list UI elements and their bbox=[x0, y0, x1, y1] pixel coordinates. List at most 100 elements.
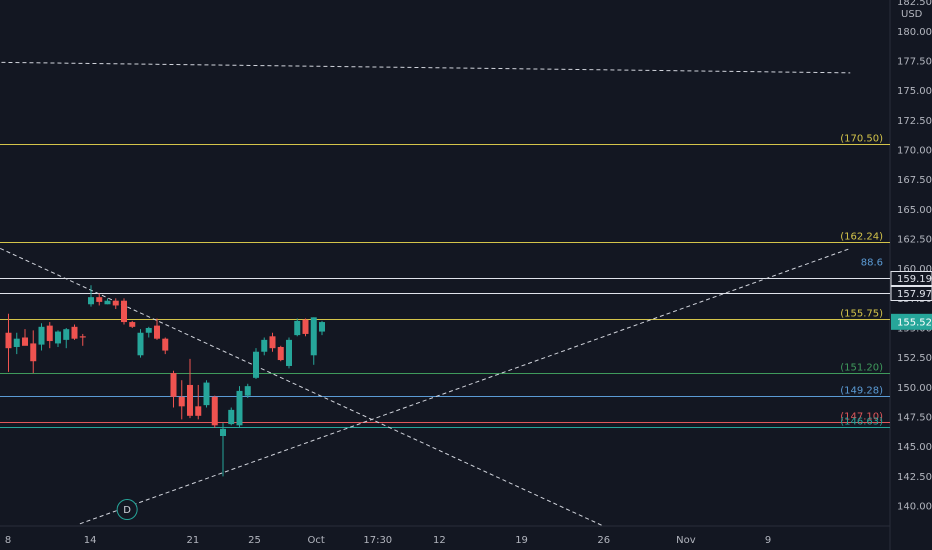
candle bbox=[38, 323, 45, 351]
price-tick-label: 182.50 bbox=[897, 0, 932, 8]
level-label: (162.24) bbox=[840, 232, 883, 243]
price-tick-label: 175.00 bbox=[897, 86, 932, 97]
candle bbox=[22, 329, 28, 346]
candle-body bbox=[203, 382, 210, 406]
price-tick-label: 150.00 bbox=[897, 383, 932, 394]
time-tick-label: 8 bbox=[5, 535, 11, 546]
candle bbox=[88, 285, 94, 307]
candle-body bbox=[104, 300, 111, 305]
candle-body bbox=[121, 300, 127, 323]
price-tick-label: 172.50 bbox=[897, 116, 932, 127]
candle-body bbox=[253, 351, 259, 378]
level-label: (149.28) bbox=[840, 386, 883, 397]
trendline[interactable] bbox=[0, 243, 604, 527]
level-label: (146.63) bbox=[840, 417, 883, 428]
dividend-marker-text: D bbox=[123, 505, 131, 516]
candle-body bbox=[211, 396, 218, 426]
candle bbox=[46, 322, 53, 349]
time-tick-label: 14 bbox=[84, 535, 97, 546]
price-tick-label: 140.00 bbox=[897, 502, 932, 513]
candle bbox=[302, 318, 309, 337]
candles bbox=[5, 285, 325, 477]
candle bbox=[286, 337, 292, 369]
time-tick-label: 21 bbox=[187, 535, 200, 546]
candle-body bbox=[5, 332, 12, 349]
candle-body bbox=[88, 297, 94, 305]
candle-body bbox=[286, 339, 292, 366]
candle-body bbox=[302, 319, 309, 334]
candle bbox=[211, 395, 218, 428]
candle-body bbox=[170, 373, 177, 397]
price-tick-label: 165.00 bbox=[897, 205, 932, 216]
horizontal-levels bbox=[0, 144, 890, 428]
candle bbox=[319, 320, 325, 336]
candle-body bbox=[38, 326, 45, 345]
candle-body bbox=[178, 396, 185, 407]
price-tick-label: 180.00 bbox=[897, 27, 932, 38]
candle bbox=[220, 422, 226, 477]
candle bbox=[162, 337, 169, 355]
candle bbox=[129, 320, 136, 328]
candle bbox=[5, 313, 12, 372]
level-price-label: 157.97 bbox=[897, 289, 932, 300]
level-label: (155.75) bbox=[840, 309, 883, 320]
candle bbox=[55, 330, 61, 347]
candle-body bbox=[46, 325, 53, 342]
time-tick-label: 9 bbox=[765, 535, 771, 546]
price-tick-label: 145.00 bbox=[897, 442, 932, 453]
candle bbox=[112, 298, 119, 310]
price-tick-label: 160.00 bbox=[897, 264, 932, 275]
candle bbox=[236, 386, 243, 428]
candle bbox=[261, 337, 268, 356]
candle-body bbox=[112, 300, 119, 306]
candle-body bbox=[294, 320, 301, 336]
candle bbox=[79, 333, 86, 346]
last-price-tag bbox=[891, 313, 932, 330]
candle bbox=[244, 383, 251, 399]
candle bbox=[145, 326, 152, 338]
candle bbox=[187, 358, 193, 419]
time-axis[interactable]: 8 14 21 25 Oct 17:30 12 19 26 Nov 9 bbox=[5, 535, 771, 546]
price-tick-label: 167.50 bbox=[897, 175, 932, 186]
time-tick-label: 25 bbox=[248, 535, 261, 546]
price-tick-label: 162.50 bbox=[897, 235, 932, 246]
candle-body bbox=[22, 337, 28, 346]
candle-body bbox=[71, 326, 78, 339]
candle bbox=[203, 380, 210, 408]
level-price-box bbox=[890, 286, 932, 301]
candle bbox=[63, 328, 70, 349]
trendline[interactable] bbox=[79, 248, 851, 525]
last-price-label: 155.52 bbox=[897, 317, 932, 328]
candle-body bbox=[129, 322, 136, 327]
price-tick-label: 142.50 bbox=[897, 472, 932, 483]
candle-body bbox=[220, 428, 226, 436]
candle bbox=[104, 298, 111, 305]
price-tick-label: 177.50 bbox=[897, 57, 932, 68]
candle-body bbox=[137, 332, 144, 356]
dividend-marker-circle bbox=[116, 499, 138, 521]
price-tick-label: 147.50 bbox=[897, 413, 932, 424]
trendline[interactable] bbox=[0, 61, 851, 74]
candle bbox=[96, 293, 103, 306]
time-tick-label: 12 bbox=[433, 535, 446, 546]
level-label: (147.10) bbox=[840, 412, 883, 423]
candle bbox=[228, 407, 235, 426]
dividend-marker[interactable]: D bbox=[116, 499, 138, 521]
level-price-label: 159.19 bbox=[897, 274, 932, 285]
candle bbox=[269, 332, 276, 352]
level-labels: (170.50) (162.24) 159.19 157.97 (155.75) (151… bbox=[840, 134, 932, 428]
level-label: (151.20) bbox=[840, 363, 883, 374]
candle bbox=[71, 324, 78, 340]
time-tick-label: 17:30 bbox=[363, 535, 392, 546]
candle-body bbox=[195, 406, 202, 416]
candle-body bbox=[277, 346, 284, 361]
candle bbox=[310, 317, 317, 365]
candle-body bbox=[55, 331, 61, 344]
candle bbox=[294, 318, 301, 337]
candle-body bbox=[236, 390, 243, 426]
candle-body bbox=[154, 325, 160, 339]
time-tick-label: Nov bbox=[676, 535, 696, 546]
candle bbox=[121, 298, 127, 325]
